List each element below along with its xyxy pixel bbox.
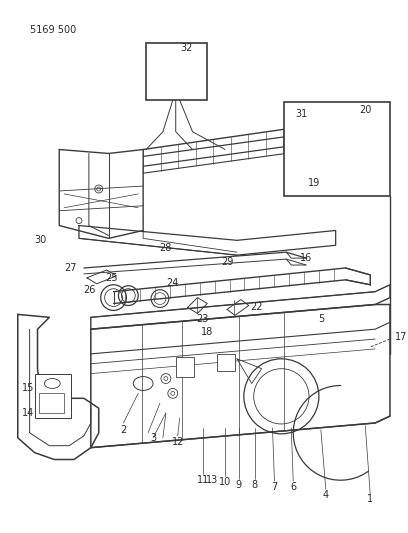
Text: 29: 29: [221, 257, 233, 267]
Text: 10: 10: [219, 477, 231, 487]
Text: 3: 3: [150, 433, 156, 443]
Text: 5: 5: [318, 314, 324, 324]
Bar: [35, 374, 71, 418]
Text: 11: 11: [197, 475, 209, 485]
Text: 31: 31: [295, 109, 307, 119]
Text: 2: 2: [120, 425, 126, 435]
Text: 15: 15: [22, 383, 34, 393]
Text: 18: 18: [201, 327, 213, 337]
Text: 30: 30: [34, 236, 47, 245]
Text: 5169 500: 5169 500: [30, 25, 76, 35]
Text: 16: 16: [300, 253, 312, 263]
Text: 7: 7: [271, 482, 277, 492]
Text: 19: 19: [308, 178, 320, 188]
Text: 14: 14: [22, 408, 34, 418]
Text: 8: 8: [252, 480, 258, 490]
Text: 13: 13: [206, 475, 218, 485]
Bar: [146, 43, 207, 100]
Text: 12: 12: [171, 437, 184, 447]
Bar: [217, 354, 235, 370]
Text: 27: 27: [64, 263, 77, 273]
Bar: [176, 357, 193, 377]
Text: 28: 28: [160, 243, 172, 253]
Text: 6: 6: [290, 482, 296, 492]
Text: 26: 26: [83, 285, 96, 295]
Text: 20: 20: [359, 105, 372, 115]
Text: 24: 24: [166, 278, 179, 288]
Text: 25: 25: [105, 273, 118, 283]
Text: 23: 23: [196, 314, 208, 324]
Text: 1: 1: [367, 494, 373, 504]
Text: 17: 17: [395, 332, 407, 342]
Text: 22: 22: [251, 302, 263, 312]
Bar: [40, 393, 64, 413]
Text: 4: 4: [323, 490, 329, 500]
Bar: [284, 102, 390, 196]
Text: 32: 32: [181, 43, 193, 53]
Text: 9: 9: [236, 480, 242, 490]
